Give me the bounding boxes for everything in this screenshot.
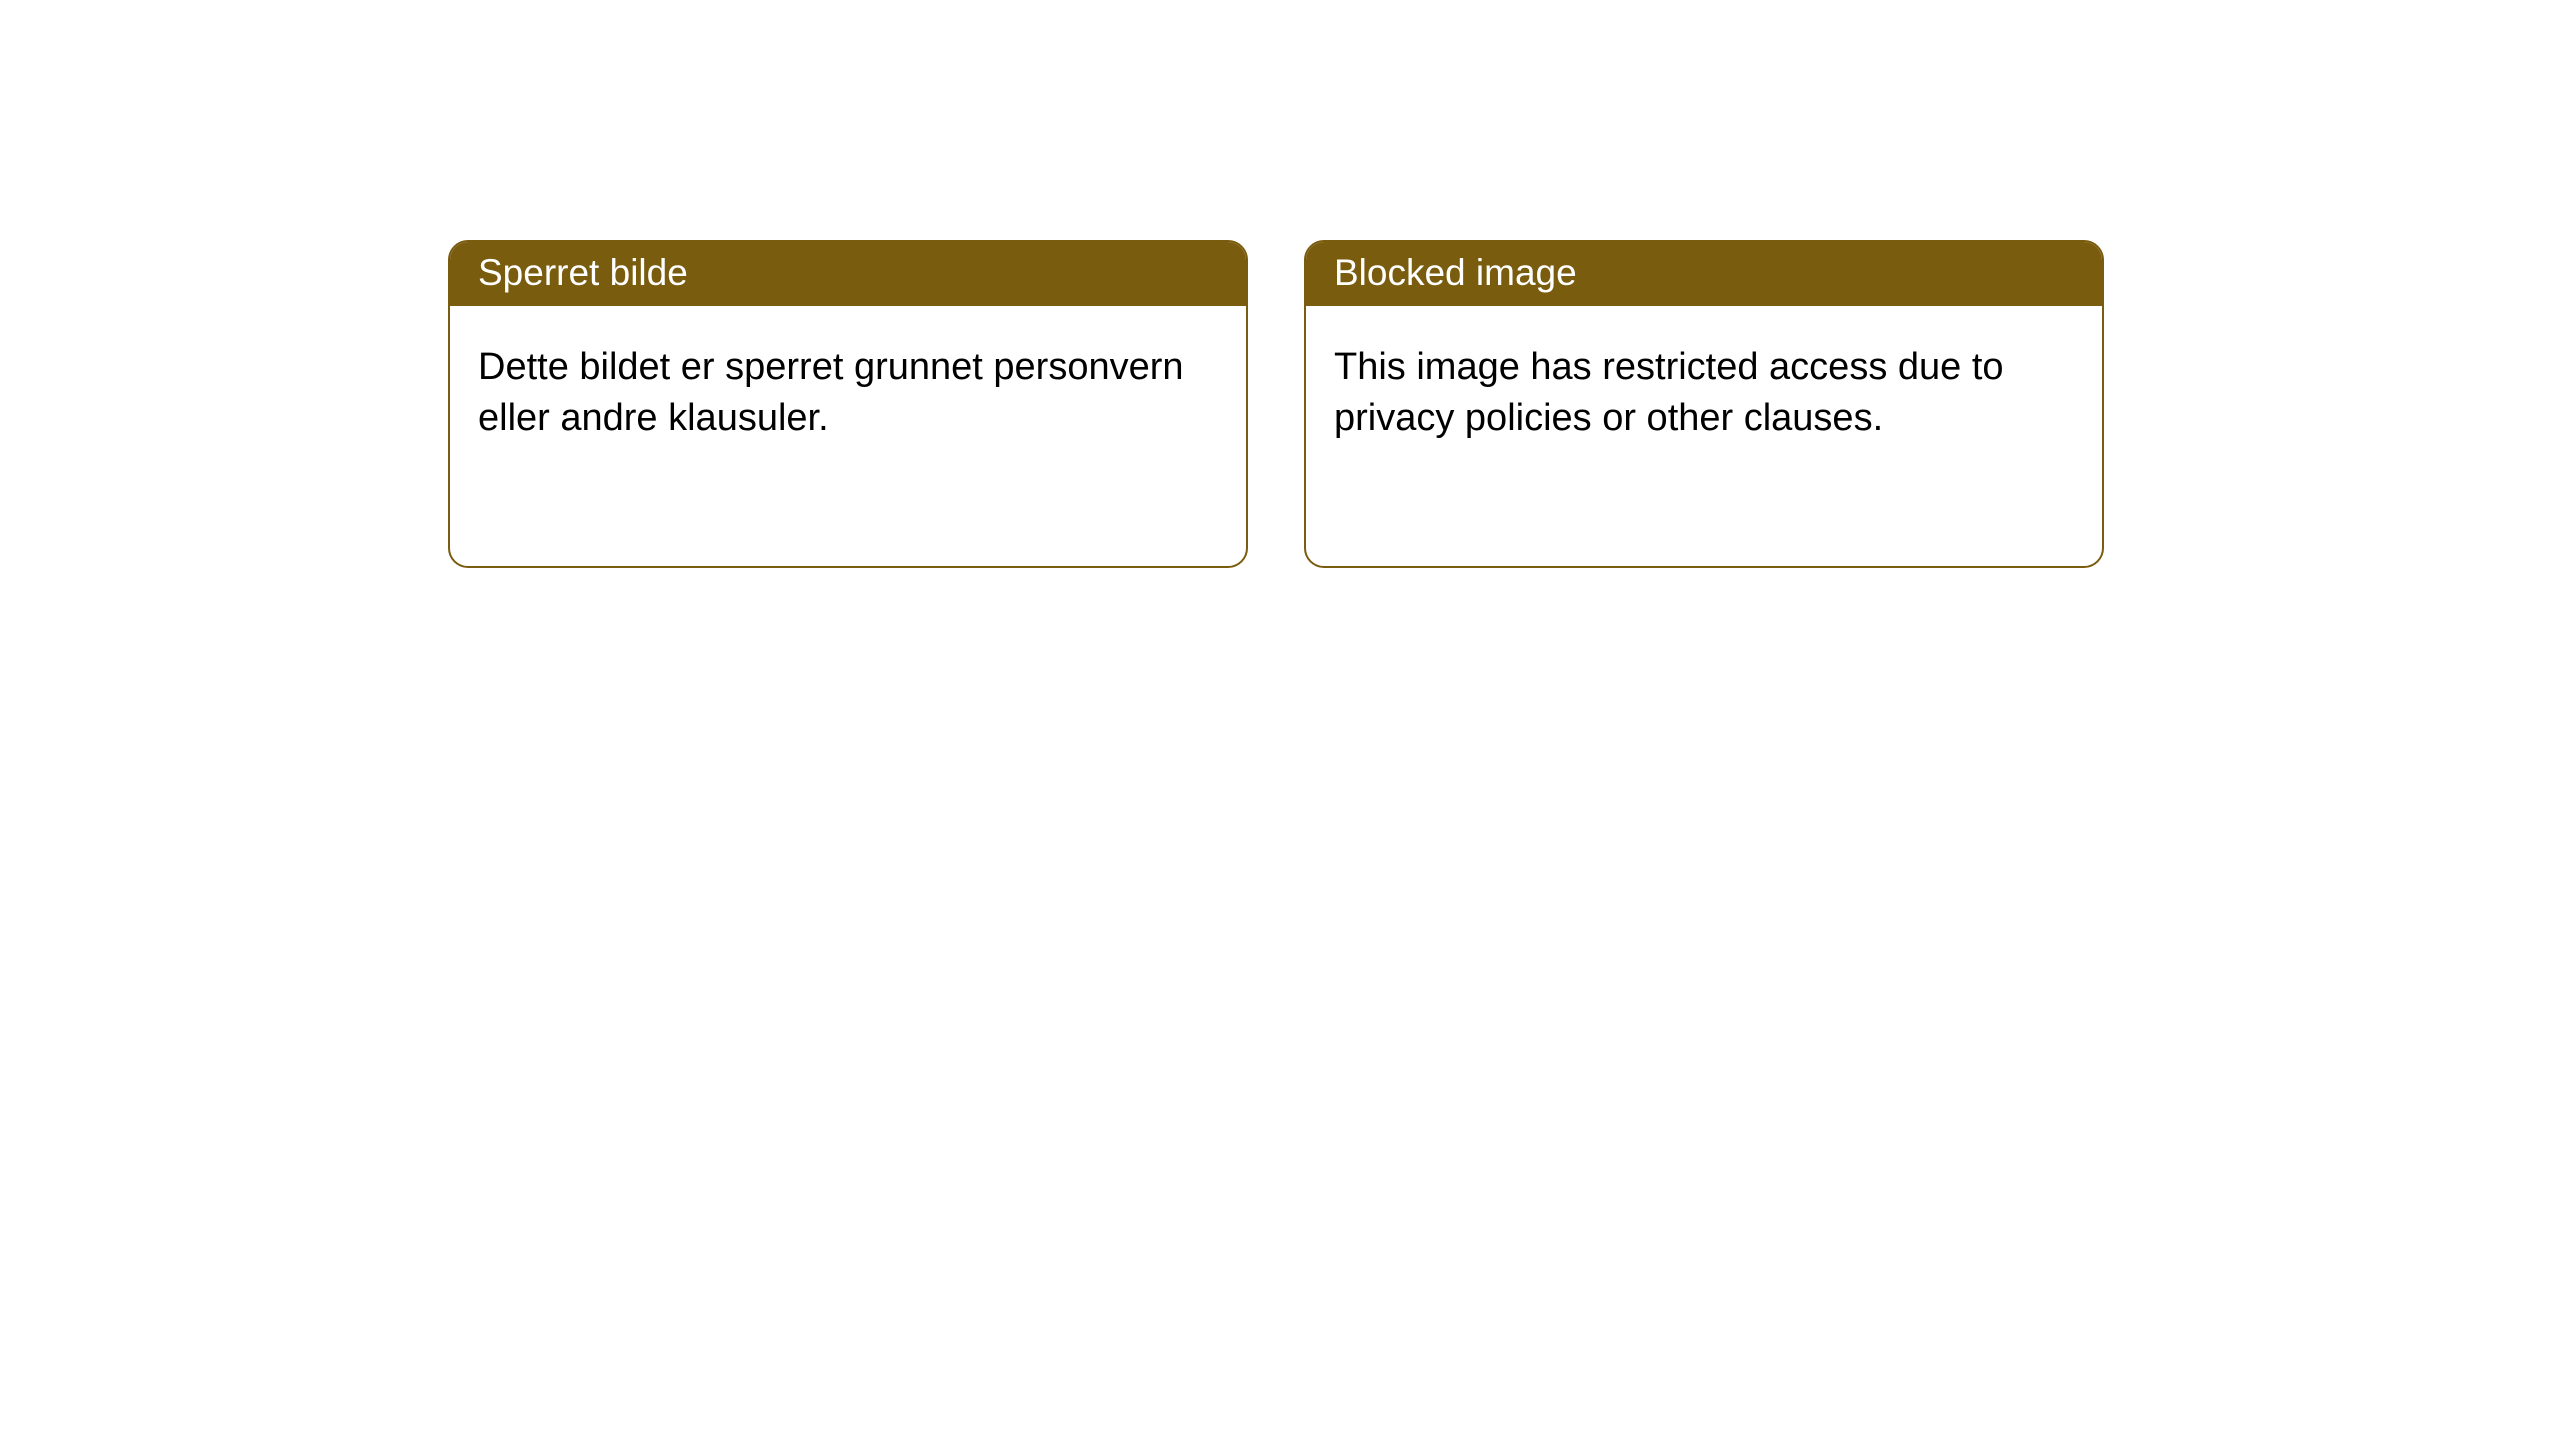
card-body-en: This image has restricted access due to … bbox=[1306, 306, 2102, 481]
cards-container: Sperret bilde Dette bildet er sperret gr… bbox=[448, 240, 2560, 568]
blocked-image-card-en: Blocked image This image has restricted … bbox=[1304, 240, 2104, 568]
blocked-image-card-no: Sperret bilde Dette bildet er sperret gr… bbox=[448, 240, 1248, 568]
card-header-no: Sperret bilde bbox=[450, 242, 1246, 306]
card-body-no: Dette bildet er sperret grunnet personve… bbox=[450, 306, 1246, 481]
card-header-en: Blocked image bbox=[1306, 242, 2102, 306]
